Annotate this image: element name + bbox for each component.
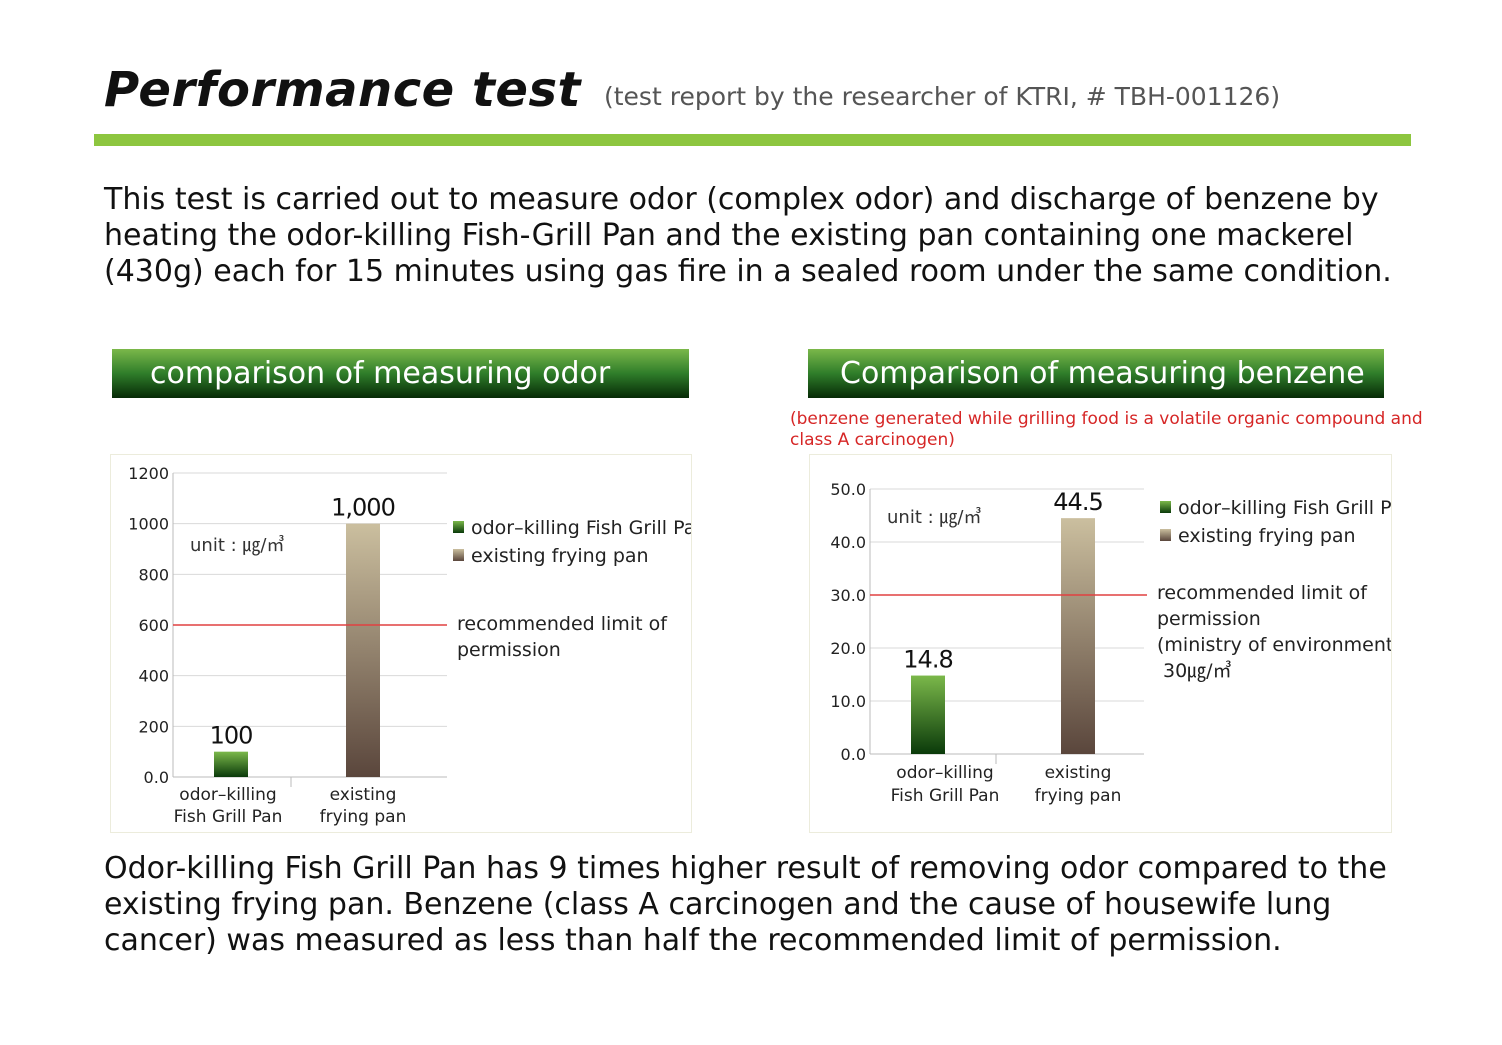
benzene-chart-panel: 0.0 10.0 20.0 30.0 40.0 50.0 14.8 44.5 odor–kill… — [809, 454, 1392, 833]
bar-value-label: 44.5 — [1053, 488, 1102, 516]
y-tick-label: 400 — [138, 667, 169, 686]
bar — [346, 523, 380, 777]
legend-swatch — [453, 549, 464, 561]
y-tick-label: 800 — [138, 565, 169, 584]
bar-value-label: 14.8 — [903, 646, 952, 674]
x-category-label: frying pan — [1035, 786, 1122, 806]
y-tick-label: 30.0 — [830, 586, 866, 605]
y-tick-label: 0.0 — [144, 768, 169, 787]
x-category-label: Fish Grill Pan — [891, 786, 1000, 806]
x-category-label: odor–killing — [896, 763, 993, 783]
y-tick-label: 20.0 — [830, 639, 866, 658]
unit-label: unit : ㎍/㎥ — [887, 507, 981, 528]
y-tick-label: 600 — [138, 616, 169, 635]
benzene-note: (benzene generated while grilling food i… — [790, 409, 1423, 450]
y-tick-label: 1200 — [128, 464, 169, 483]
limit-label: recommended limit of — [457, 613, 668, 635]
y-tick-label: 10.0 — [830, 692, 866, 711]
limit-label: permission — [457, 639, 561, 661]
x-category-label: odor–killing — [179, 785, 276, 805]
page-title: Performance test — [104, 62, 581, 118]
legend-label: existing frying pan — [471, 545, 649, 567]
x-category-label: existing — [330, 785, 397, 805]
bar-value-label: 1,000 — [331, 494, 395, 522]
y-tick-label: 1000 — [128, 515, 169, 534]
legend-label: odor–killing Fish Grill Pan — [1178, 497, 1391, 519]
legend-swatch — [1160, 529, 1171, 541]
y-tick-label: 50.0 — [830, 480, 866, 499]
bar — [911, 675, 945, 754]
intro-paragraph: This test is carried out to measure odor… — [104, 182, 1392, 289]
legend-label: odor–killing Fish Grill Pan — [471, 517, 691, 539]
limit-label: recommended limit of — [1157, 582, 1368, 604]
bar — [214, 751, 248, 777]
legend-swatch — [453, 521, 464, 533]
x-category-label: existing — [1045, 763, 1112, 783]
conclusion-paragraph: Odor-killing Fish Grill Pan has 9 times … — [104, 851, 1387, 958]
y-tick-label: 0.0 — [841, 745, 866, 764]
limit-label: (ministry of environment) — [1157, 634, 1391, 656]
limit-label: permission — [1157, 608, 1261, 630]
unit-label: unit : ㎍/㎥ — [190, 535, 284, 556]
page-subtitle: (test report by the researcher of KTRI, … — [604, 82, 1281, 111]
benzene-chart: 0.0 10.0 20.0 30.0 40.0 50.0 14.8 44.5 odor–kill… — [830, 480, 1391, 806]
section-header-benzene: Comparison of measuring benzene — [808, 349, 1384, 398]
legend-swatch — [1160, 501, 1171, 513]
limit-label: 30㎍/㎥ — [1163, 660, 1232, 682]
y-tick-label: 200 — [138, 717, 169, 736]
bar — [1061, 518, 1095, 754]
y-tick-label: 40.0 — [830, 533, 866, 552]
x-category-label: frying pan — [320, 807, 407, 827]
odor-chart-panel: 0.0 200 400 600 800 1000 1200 100 1,000 odor–kill… — [110, 454, 692, 833]
x-category-label: Fish Grill Pan — [174, 807, 283, 827]
legend-label: existing frying pan — [1178, 525, 1356, 547]
bar-value-label: 100 — [210, 722, 253, 750]
section-header-odor: comparison of measuring odor — [112, 349, 689, 398]
odor-chart: 0.0 200 400 600 800 1000 1200 100 1,000 odor–kill… — [128, 464, 691, 827]
accent-rule — [94, 134, 1411, 146]
